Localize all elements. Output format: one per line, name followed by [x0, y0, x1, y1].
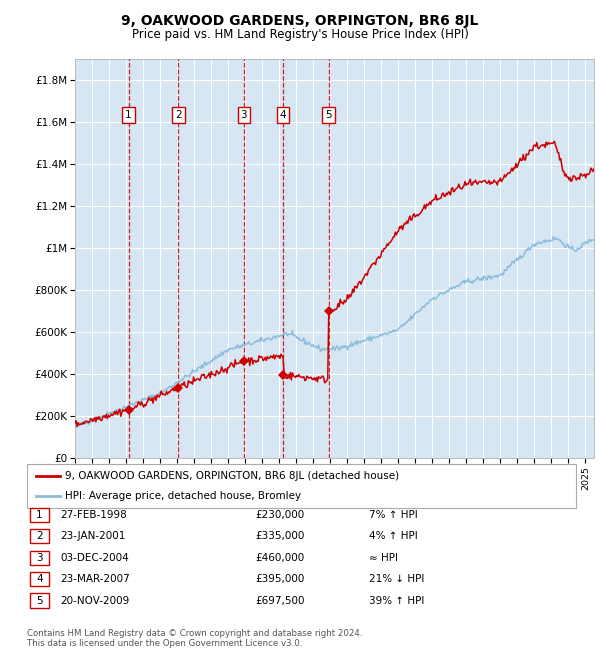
Text: 1: 1 [125, 111, 132, 120]
Text: 21% ↓ HPI: 21% ↓ HPI [369, 574, 424, 584]
Text: £230,000: £230,000 [255, 510, 304, 520]
Text: 20-NOV-2009: 20-NOV-2009 [60, 595, 129, 606]
Text: 27-FEB-1998: 27-FEB-1998 [60, 510, 127, 520]
Bar [128, 58, 178, 458]
Text: 03-DEC-2004: 03-DEC-2004 [60, 552, 129, 563]
Text: £460,000: £460,000 [255, 552, 304, 563]
Text: 5: 5 [36, 595, 43, 606]
Bar [75, 58, 128, 458]
Text: 4% ↑ HPI: 4% ↑ HPI [369, 531, 418, 541]
Text: £395,000: £395,000 [255, 574, 304, 584]
Text: 7% ↑ HPI: 7% ↑ HPI [369, 510, 418, 520]
Text: 1: 1 [36, 510, 43, 520]
Text: HPI: Average price, detached house, Bromley: HPI: Average price, detached house, Brom… [65, 491, 301, 501]
Text: 23-JAN-2001: 23-JAN-2001 [60, 531, 125, 541]
Text: £697,500: £697,500 [255, 595, 305, 606]
Text: 9, OAKWOOD GARDENS, ORPINGTON, BR6 8JL: 9, OAKWOOD GARDENS, ORPINGTON, BR6 8JL [121, 14, 479, 29]
Bar [178, 58, 244, 458]
Text: 4: 4 [36, 574, 43, 584]
Text: 3: 3 [36, 552, 43, 563]
Bar [244, 58, 283, 458]
Text: 3: 3 [241, 111, 247, 120]
Text: 23-MAR-2007: 23-MAR-2007 [60, 574, 130, 584]
Bar [329, 58, 594, 458]
Text: 2: 2 [36, 531, 43, 541]
Text: ≈ HPI: ≈ HPI [369, 552, 398, 563]
Text: Contains HM Land Registry data © Crown copyright and database right 2024.
This d: Contains HM Land Registry data © Crown c… [27, 629, 362, 648]
Bar [283, 58, 329, 458]
Text: 39% ↑ HPI: 39% ↑ HPI [369, 595, 424, 606]
Text: Price paid vs. HM Land Registry's House Price Index (HPI): Price paid vs. HM Land Registry's House … [131, 28, 469, 41]
Text: 5: 5 [325, 111, 332, 120]
Text: 2: 2 [175, 111, 182, 120]
Text: £335,000: £335,000 [255, 531, 304, 541]
Text: 4: 4 [280, 111, 286, 120]
Text: 9, OAKWOOD GARDENS, ORPINGTON, BR6 8JL (detached house): 9, OAKWOOD GARDENS, ORPINGTON, BR6 8JL (… [65, 471, 399, 482]
